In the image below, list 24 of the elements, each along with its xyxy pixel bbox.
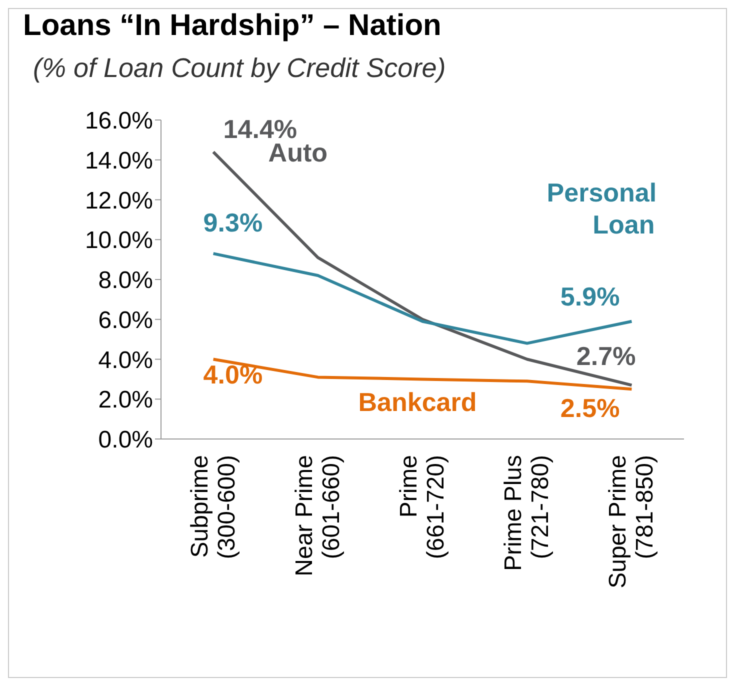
data-label: 9.3% <box>203 208 263 238</box>
y-tick-label: 0.0% <box>98 426 153 454</box>
y-tick-label: 2.0% <box>98 386 153 414</box>
y-tick-label: 6.0% <box>98 306 153 334</box>
x-tick-label: Subprime (300-600) <box>186 455 240 560</box>
y-tick-label: 12.0% <box>84 187 153 214</box>
line-series <box>212 252 634 345</box>
y-tick-label: 10.0% <box>84 227 153 254</box>
data-label: 2.7% <box>576 341 636 372</box>
y-tick-label: 16.0% <box>84 108 153 135</box>
chart-subtitle: (% of Loan Count by Credit Score) <box>33 53 446 84</box>
data-label: 5.9% <box>560 281 620 312</box>
x-tick-label: Prime (661-720) <box>396 455 450 560</box>
data-label: 4.0% <box>203 359 263 390</box>
data-label: 2.5% <box>560 393 620 424</box>
x-tick-label: Near Prime (601-660) <box>290 455 345 576</box>
series-label: Bankcard <box>358 387 477 418</box>
y-tick-label: 14.0% <box>84 147 153 174</box>
y-tick-label: 8.0% <box>98 267 153 294</box>
x-tick-label: Prime Plus (721-780) <box>500 455 554 572</box>
chart-title: Loans “In Hardship” – Nation <box>23 9 442 43</box>
y-tick-label: 4.0% <box>98 346 153 374</box>
text: Personal Loan <box>546 177 657 240</box>
x-tick-label: Super Prime (781-850) <box>604 455 659 588</box>
